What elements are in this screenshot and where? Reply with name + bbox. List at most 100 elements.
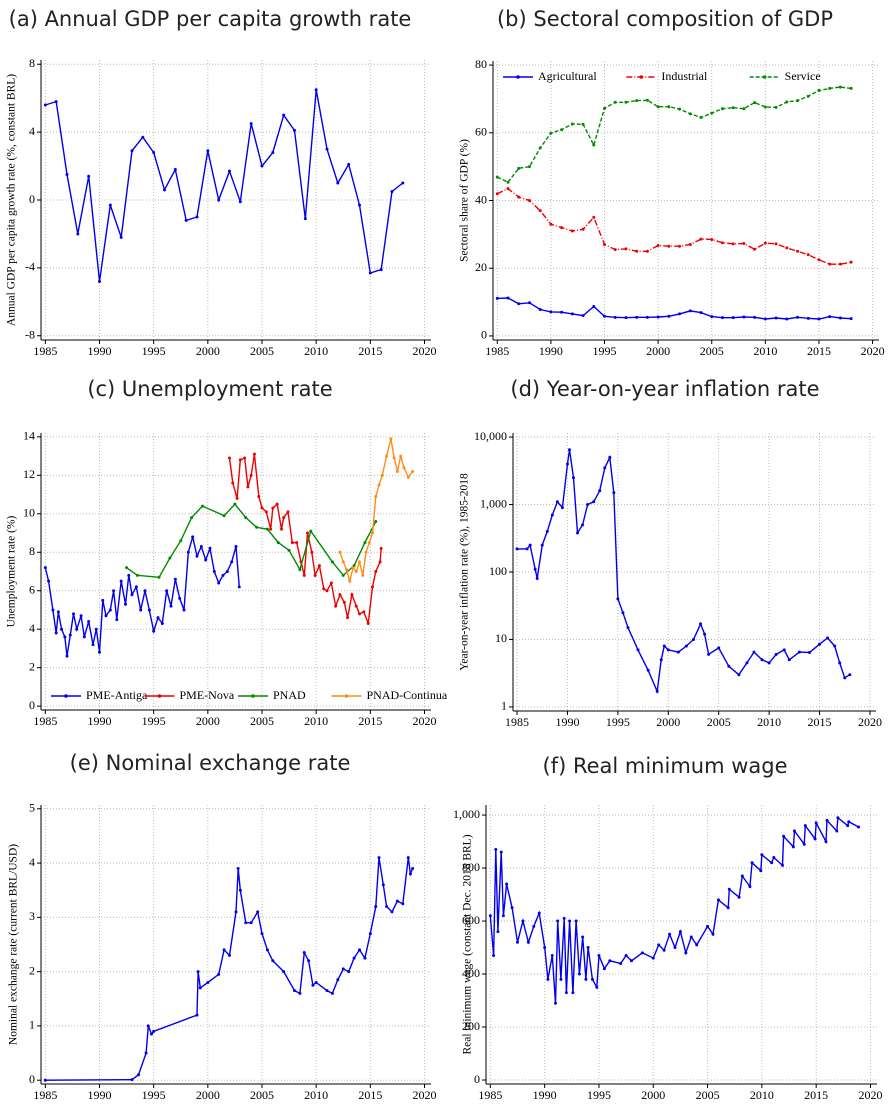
data-point — [228, 169, 231, 173]
chart-title: (f) Real minimum wage — [542, 754, 787, 778]
series-line — [126, 503, 377, 579]
data-point — [411, 469, 415, 473]
data-point — [334, 604, 338, 608]
data-point — [401, 902, 405, 906]
data-point — [374, 494, 378, 498]
data-point — [572, 476, 575, 480]
data-point — [570, 229, 574, 233]
data-point — [527, 199, 531, 202]
data-point — [849, 317, 853, 321]
data-point — [402, 466, 406, 470]
y-tick-label: 1 — [29, 1018, 35, 1032]
data-point — [540, 543, 544, 547]
x-tick-label: 2005 — [250, 344, 274, 358]
data-point — [347, 162, 351, 166]
data-point — [748, 885, 752, 889]
data-point — [139, 608, 143, 612]
data-point — [608, 959, 612, 963]
y-tick-label: 600 — [462, 913, 480, 927]
x-tick-label: 2010 — [753, 344, 777, 358]
series-line — [45, 857, 414, 1081]
data-point — [533, 567, 537, 571]
data-point — [178, 596, 182, 600]
data-point — [377, 483, 381, 487]
data-point — [737, 895, 741, 899]
data-point — [624, 953, 628, 957]
data-point — [727, 887, 731, 891]
data-point — [488, 914, 492, 918]
data-point — [745, 661, 749, 665]
data-point — [750, 861, 754, 865]
x-tick-label: 1985 — [33, 344, 57, 358]
data-point — [186, 550, 190, 554]
data-point — [517, 302, 521, 306]
data-point — [271, 506, 275, 510]
data-point — [408, 872, 412, 876]
data-point — [584, 977, 588, 981]
data-point — [527, 301, 531, 305]
data-point — [635, 315, 639, 319]
x-tick-label: 1995 — [593, 344, 617, 358]
data-point — [592, 215, 596, 219]
data-point — [581, 523, 585, 527]
data-point — [613, 315, 617, 319]
data-point — [657, 943, 661, 947]
data-point — [645, 98, 649, 102]
data-point — [104, 614, 108, 618]
data-point — [231, 481, 235, 485]
data-point — [774, 105, 778, 109]
data-point — [260, 164, 264, 168]
data-point — [787, 658, 791, 662]
data-point — [290, 541, 294, 545]
data-point — [586, 946, 590, 950]
data-point — [51, 608, 55, 612]
data-point — [363, 956, 367, 960]
data-point — [156, 616, 160, 620]
data-point — [828, 315, 832, 319]
data-point — [79, 614, 83, 618]
data-point — [101, 598, 105, 602]
data-point — [603, 106, 607, 110]
data-point — [411, 867, 415, 871]
data-point — [309, 529, 313, 533]
data-point — [43, 103, 47, 107]
data-point — [716, 898, 720, 902]
data-point — [303, 217, 307, 221]
data-point — [87, 174, 91, 178]
data-point — [54, 631, 58, 635]
data-point — [228, 953, 231, 957]
data-point — [781, 863, 785, 867]
data-point — [208, 546, 212, 550]
data-point — [206, 980, 210, 984]
data-point — [125, 566, 129, 570]
data-point — [165, 589, 169, 593]
data-point — [75, 627, 79, 631]
y-tick-label: 12 — [23, 467, 35, 481]
data-point — [567, 448, 571, 452]
data-point — [115, 618, 119, 622]
data-point — [843, 676, 847, 680]
x-tick-label: 2010 — [304, 344, 328, 358]
x-tick-label: 2000 — [196, 714, 220, 728]
data-point — [495, 296, 499, 300]
data-point — [838, 316, 842, 320]
x-tick-label: 1990 — [555, 715, 579, 729]
data-point — [168, 556, 172, 560]
x-tick-label: 1995 — [587, 1088, 611, 1102]
data-point — [613, 248, 617, 252]
data-point — [385, 905, 389, 909]
x-tick-label: 2000 — [196, 344, 220, 358]
data-point — [221, 573, 225, 577]
data-point — [130, 149, 134, 153]
data-point — [720, 107, 724, 111]
data-point — [374, 519, 378, 523]
data-point — [152, 150, 156, 154]
x-tick-label: 1995 — [606, 715, 630, 729]
y-tick-label: 10,000 — [474, 429, 507, 443]
data-point — [230, 560, 234, 564]
data-point — [678, 107, 682, 111]
data-point — [684, 951, 688, 955]
data-point — [636, 648, 640, 652]
data-point — [236, 867, 240, 871]
data-point — [225, 570, 229, 573]
